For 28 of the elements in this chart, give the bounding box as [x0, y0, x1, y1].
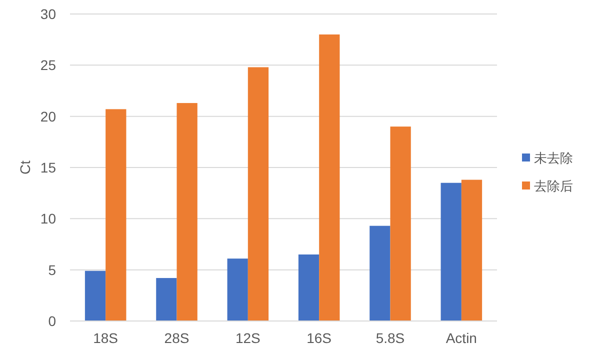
bar	[227, 258, 248, 321]
bar	[370, 226, 390, 321]
y-tick-label: 10	[40, 210, 56, 227]
y-tick-label: 30	[40, 6, 56, 22]
x-tick-label: 16S	[306, 330, 332, 346]
legend-label: 未去除	[534, 152, 573, 166]
x-tick-label: 18S	[93, 330, 118, 346]
bar	[156, 278, 177, 321]
bar	[176, 103, 198, 321]
x-tick-label: Actin	[446, 330, 477, 346]
y-tick-label: 20	[40, 108, 56, 124]
bar	[106, 109, 126, 321]
y-axis-title: Ct	[17, 160, 33, 174]
bar	[298, 254, 320, 321]
y-tick-label: 25	[40, 57, 56, 74]
bar	[440, 182, 462, 321]
bar	[248, 67, 269, 321]
bar	[84, 270, 106, 321]
x-tick-label: 5.8S	[376, 330, 405, 346]
bar	[319, 34, 340, 321]
bar	[390, 126, 411, 321]
y-tick-label: 15	[40, 160, 56, 176]
bar	[461, 180, 482, 321]
legend-label: 去除后	[534, 180, 573, 194]
x-tick-label: 28S	[164, 330, 190, 346]
y-tick-label: 5	[48, 262, 56, 278]
y-tick-label: 0	[48, 313, 56, 329]
x-tick-label: 12S	[235, 330, 260, 346]
